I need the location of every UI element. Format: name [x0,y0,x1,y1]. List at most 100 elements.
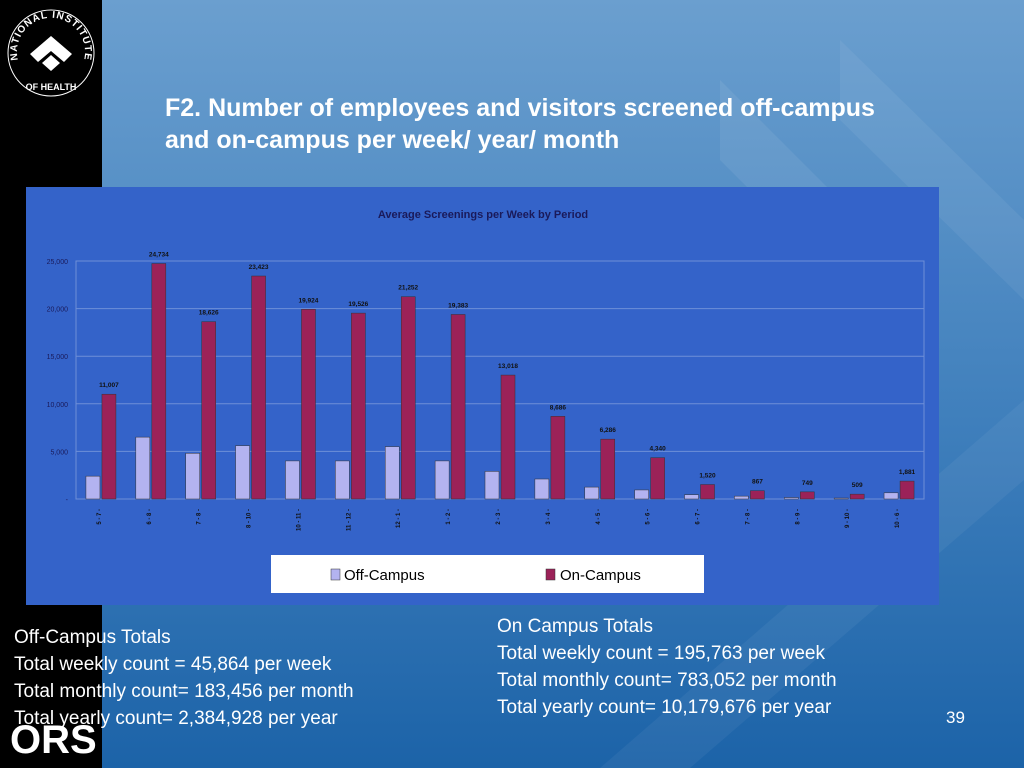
bar-off-campus [235,445,250,500]
on-campus-monthly: Total monthly count= 783,052 per month [497,670,837,691]
bar-on-campus [500,374,516,500]
bar-on-campus [750,490,765,500]
data-label-on-campus: 19,383 [448,302,468,309]
bar-on-campus [251,275,266,500]
data-label-on-campus: 24,734 [149,252,169,259]
plot-area [75,260,925,500]
y-tick-label: 25,000 [47,259,69,266]
x-tick-label: 5 - 6 - [646,509,652,525]
bar-on-campus [899,480,915,500]
bar-off-campus [135,436,151,500]
x-tick-label: 10 - 6 - [895,509,901,528]
off-campus-yearly: Total yearly count= 2,384,928 per year [14,708,338,729]
data-label-on-campus: 867 [752,479,763,486]
x-tick-label: 11 - 12 - [346,509,352,531]
y-tick-label: 5,000 [50,449,68,456]
y-tick-label: 10,000 [47,402,69,409]
bar-off-campus [833,497,849,500]
data-label-on-campus: 23,423 [249,264,269,271]
ors-logo: ORS [10,718,97,761]
x-tick-label: 8 - 10 - [247,509,253,528]
data-label-on-campus: 11,007 [99,382,119,389]
data-label-on-campus: 18,626 [199,310,219,317]
svg-text:NATIONAL INSTITUTES: NATIONAL INSTITUTES [6,8,93,61]
x-tick-label: 9 - 10 - [845,509,851,528]
bar-off-campus [734,495,749,500]
bar-off-campus [883,492,899,500]
on-campus-totals-heading: On Campus Totals [497,616,653,637]
bar-off-campus [584,486,600,500]
on-campus-weekly: Total weekly count = 195,763 per week [497,643,825,664]
data-label-on-campus: 13,018 [498,363,518,370]
bar-on-campus [800,491,815,500]
x-tick-label: 4 - 5 - [596,509,602,525]
on-campus-yearly: Total yearly count= 10,179,676 per year [497,697,832,718]
bar-off-campus [85,475,101,500]
legend-label-off-campus: Off-Campus [344,567,425,584]
x-tick-label: 5 - 7 - [97,509,103,525]
legend-box [271,555,704,593]
x-tick-label: 6 - 7 - [696,509,702,525]
x-tick-label: 8 - 9 - [795,509,801,525]
bar-off-campus [534,478,550,500]
off-campus-totals: Off-Campus Totals Total weekly count = 4… [14,624,354,732]
bar-off-campus [185,453,200,500]
y-tick-label: 20,000 [47,307,69,314]
data-label-on-campus: 21,252 [398,285,418,292]
bar-on-campus [400,296,416,500]
svg-text:ORS: ORS [10,718,97,761]
bar-off-campus [784,497,799,500]
bar-on-campus [151,263,167,500]
x-tick-label: 12 - 1 - [396,509,402,528]
bar-off-campus [335,460,350,500]
bar-on-campus [351,312,366,500]
x-tick-label: 7 - 8 - [197,509,203,525]
nih-seal-logo: NATIONAL INSTITUTES OF HEALTH [6,8,95,97]
on-campus-totals: On Campus Totals Total weekly count = 19… [497,613,837,721]
bar-chart: Average Screenings per Week by Period 25… [47,209,925,593]
bar-on-campus [201,321,216,500]
x-tick-label: 3 - 4 - [546,509,552,525]
data-label-on-campus: 749 [802,480,813,487]
bar-off-campus [384,446,400,500]
bar-off-campus [285,460,300,500]
svg-text:OF HEALTH: OF HEALTH [26,82,77,92]
bar-off-campus [434,460,450,500]
bar-on-campus [301,309,316,500]
bar-off-campus [634,489,649,500]
chart-title: Average Screenings per Week by Period [378,209,588,221]
off-campus-totals-heading: Off-Campus Totals [14,627,171,648]
bar-on-campus [600,438,616,500]
legend-swatch-on-campus [545,568,556,581]
off-campus-weekly: Total weekly count = 45,864 per week [14,654,332,675]
bar-on-campus [450,314,466,500]
legend-label-on-campus: On-Campus [560,567,641,584]
bar-on-campus [550,416,566,500]
x-tick-label: 7 - 8 - [745,509,751,525]
bar-off-campus [484,471,500,500]
page-number: 39 [946,708,965,727]
data-label-on-campus: 19,924 [299,297,319,304]
x-tick-label: 2 - 3 - [496,509,502,525]
data-label-on-campus: 1,881 [899,469,916,476]
x-tick-label: 1 - 2 - [446,509,452,525]
data-label-on-campus: 4,340 [650,446,667,453]
y-tick-label: - [66,497,69,504]
data-label-on-campus: 6,286 [600,427,617,434]
bar-off-campus [684,494,699,500]
chart-panel: Average Screenings per Week by Period 25… [26,187,939,605]
off-campus-monthly: Total monthly count= 183,456 per month [14,681,354,702]
data-label-on-campus: 1,520 [699,473,716,480]
bar-on-campus [849,493,865,500]
bar-on-campus [101,393,117,500]
x-tick-label: 6 - 8 - [147,509,153,525]
bar-on-campus [650,457,665,500]
y-tick-label: 15,000 [47,354,69,361]
data-label-on-campus: 509 [852,482,863,489]
x-tick-label: 10 - 11 - [296,509,302,531]
legend-swatch-off-campus [330,568,341,581]
data-label-on-campus: 19,526 [348,301,368,308]
bar-on-campus [700,484,715,500]
data-label-on-campus: 8,686 [550,404,567,411]
slide-title: F2. Number of employees and visitors scr… [165,94,875,154]
